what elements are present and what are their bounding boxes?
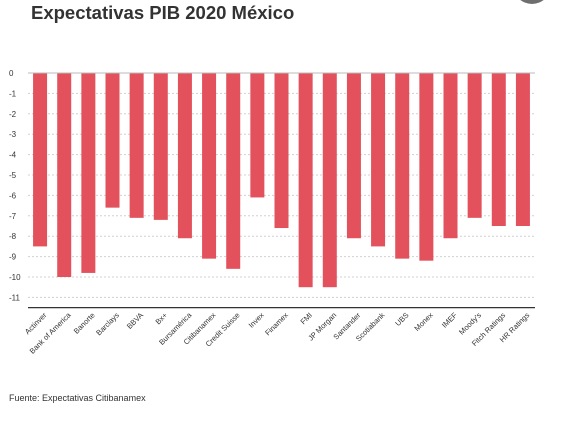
x-tick-label: Bx+ xyxy=(154,310,170,326)
menu-circle-icon xyxy=(513,0,551,4)
bar xyxy=(274,73,289,229)
x-tick-label: Barclays xyxy=(94,310,121,337)
y-tick-label: -8 xyxy=(9,232,17,241)
bar xyxy=(153,73,168,220)
y-tick-label: -4 xyxy=(9,151,17,160)
y-tick-label: -2 xyxy=(9,110,17,119)
y-tick-label: -7 xyxy=(9,212,17,221)
bar xyxy=(250,73,265,198)
bar xyxy=(371,73,386,247)
bar xyxy=(105,73,120,208)
y-tick-label: -9 xyxy=(9,253,17,262)
y-tick-label: -10 xyxy=(9,273,21,282)
y-tick-label: -11 xyxy=(9,293,21,302)
bar xyxy=(57,73,72,277)
y-tick-label: -1 xyxy=(9,89,17,98)
bar xyxy=(129,73,144,218)
x-tick-label: Monex xyxy=(412,310,434,332)
x-tick-label: FMI xyxy=(299,311,315,327)
y-tick-label: 0 xyxy=(9,69,14,78)
x-tick-label: Banorte xyxy=(72,311,97,336)
bar xyxy=(81,73,96,273)
bar xyxy=(177,73,192,239)
x-tick-label: IMEF xyxy=(440,310,459,329)
bar xyxy=(202,73,217,259)
source-note: Fuente: Expectativas Citibanamex xyxy=(9,393,146,403)
bar xyxy=(491,73,506,226)
bar xyxy=(226,73,241,269)
bar xyxy=(395,73,410,259)
chart-title: Expectativas PIB 2020 México xyxy=(31,2,295,23)
x-tick-label: Finamex xyxy=(263,310,290,337)
x-tick-label: UBS xyxy=(393,311,410,328)
x-tick-label: BBVA xyxy=(125,311,145,331)
bar xyxy=(419,73,434,261)
bar xyxy=(346,73,361,239)
y-tick-label: -5 xyxy=(9,171,17,180)
bar xyxy=(322,73,337,288)
menu-button[interactable] xyxy=(513,0,551,4)
bar xyxy=(298,73,313,288)
bar xyxy=(515,73,530,226)
y-tick-label: -6 xyxy=(9,191,17,200)
bar xyxy=(443,73,458,239)
x-tick-label: Invex xyxy=(247,310,266,329)
bar xyxy=(467,73,482,218)
y-tick-label: -3 xyxy=(9,130,17,139)
bar xyxy=(33,73,48,247)
